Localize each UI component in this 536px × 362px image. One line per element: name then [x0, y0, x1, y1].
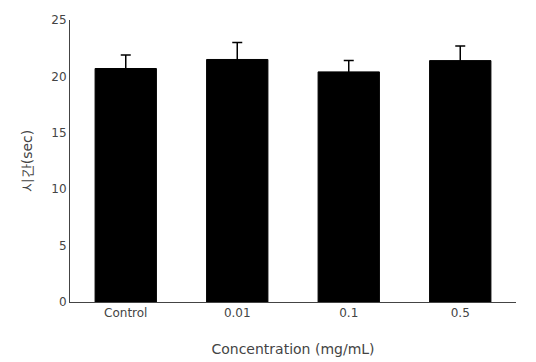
svg-text:15: 15	[51, 126, 66, 140]
svg-text:10: 10	[51, 182, 66, 196]
svg-text:0.5: 0.5	[451, 306, 470, 320]
svg-text:25: 25	[51, 13, 66, 27]
svg-text:20: 20	[51, 70, 66, 84]
svg-text:5: 5	[59, 239, 67, 253]
svg-text:0: 0	[59, 295, 67, 309]
svg-text:Concentration (mg/mL): Concentration (mg/mL)	[211, 341, 374, 357]
svg-text:Control: Control	[104, 306, 147, 320]
svg-text:시간(sec): 시간(sec)	[19, 130, 35, 193]
svg-text:0.1: 0.1	[339, 306, 358, 320]
svg-text:0.01: 0.01	[224, 306, 251, 320]
